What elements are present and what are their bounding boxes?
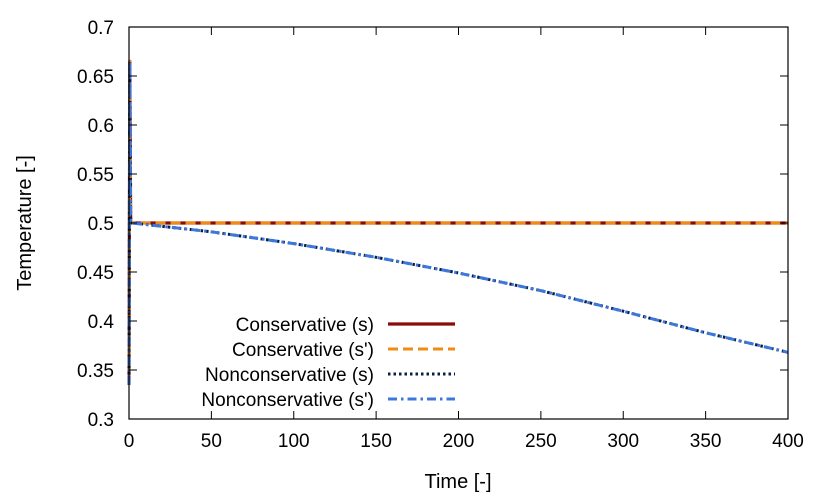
y-tick-label-0.4: 0.4 (88, 312, 115, 333)
series-line-nonconservative-s (127, 59, 789, 385)
y-tick-label-0.45: 0.45 (77, 263, 114, 284)
x-tick-label-100: 100 (278, 431, 310, 452)
legend-label-nonconservative-s: Nonconservative (s') (201, 390, 374, 411)
y-tick-label-0.5: 0.5 (88, 214, 114, 235)
x-tick-label-400: 400 (772, 431, 804, 452)
x-axis-label: Time [-] (424, 471, 491, 493)
legend-label-conservative-s: Conservative (s) (236, 315, 374, 336)
ticks-layer: 0 50 100 150 200 250 300 350 400 0.3 0.35 0.4 0.45 0.… (77, 18, 804, 452)
x-tick-label-300: 300 (607, 431, 639, 452)
legend: Conservative (s) Conservative (s') Noncons… (201, 315, 455, 411)
x-tick-label-0: 0 (124, 431, 135, 452)
legend-label-nonconservative-s: Nonconservative (s) (205, 365, 374, 386)
legend-label-conservative-s: Conservative (s') (232, 340, 374, 361)
y-axis-label: Temperature [-] (14, 155, 36, 291)
y-tick-label-0.55: 0.55 (77, 165, 114, 186)
x-tick-label-250: 250 (525, 431, 557, 452)
y-tick-label-0.35: 0.35 (77, 361, 114, 382)
x-tick-label-150: 150 (360, 431, 392, 452)
x-tick-label-200: 200 (443, 431, 475, 452)
series-layer (127, 59, 789, 385)
x-tick-label-350: 350 (690, 431, 722, 452)
y-tick-label-0.6: 0.6 (88, 116, 114, 137)
x-tick-label-50: 50 (201, 431, 222, 452)
y-tick-label-0.3: 0.3 (88, 410, 114, 431)
y-tick-label-0.65: 0.65 (77, 67, 114, 88)
y-tick-label-0.7: 0.7 (88, 18, 114, 39)
